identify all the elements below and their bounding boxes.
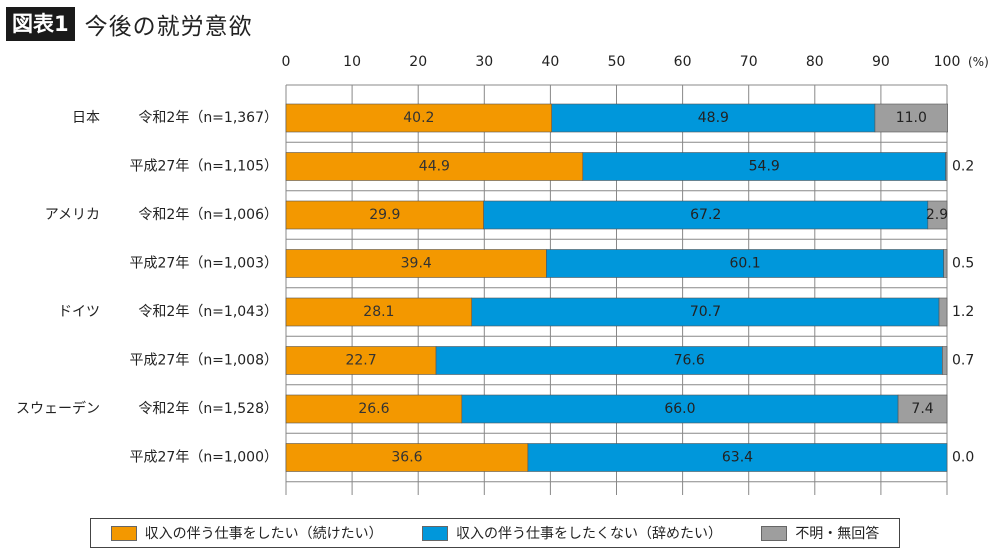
bar-unknown bbox=[927, 200, 948, 230]
legend-label-continue: 収入の伴う仕事をしたい（続けたい） bbox=[144, 526, 383, 542]
bar-unknown bbox=[938, 297, 948, 327]
data-label-continue: 44.9 bbox=[419, 159, 450, 175]
bar-continue bbox=[285, 200, 484, 230]
legend-label-quit: 収入の伴う仕事をしたくない（辞めたい） bbox=[455, 526, 722, 542]
bar-unknown bbox=[942, 346, 948, 375]
data-label-quit: 54.9 bbox=[749, 159, 780, 175]
bar-quit bbox=[582, 152, 946, 181]
bar-quit bbox=[527, 443, 948, 472]
x-tick-label: 0 bbox=[282, 54, 291, 70]
legend-label-unknown: 不明・無回答 bbox=[795, 526, 880, 542]
category-label: 平成27年（n=1,003） bbox=[130, 256, 279, 272]
group-label: アメリカ bbox=[45, 207, 100, 223]
chart-title: 今後の就労意欲 bbox=[84, 14, 253, 40]
data-label-quit: 70.7 bbox=[690, 304, 721, 320]
data-label-unknown: 0.0 bbox=[952, 450, 974, 466]
bar-quit bbox=[471, 297, 940, 327]
data-label-continue: 36.6 bbox=[391, 450, 422, 466]
bar-continue bbox=[285, 152, 584, 181]
x-tick-label: 40 bbox=[541, 54, 559, 70]
group-label: ドイツ bbox=[58, 304, 100, 320]
x-axis-unit: (%) bbox=[968, 55, 989, 69]
category-label: 平成27年（n=1,000） bbox=[130, 450, 279, 466]
x-tick-label: 80 bbox=[806, 54, 824, 70]
legend-swatch-unknown bbox=[761, 525, 788, 541]
group-label: 日本 bbox=[72, 110, 100, 126]
category-label: 平成27年（n=1,105） bbox=[130, 159, 279, 175]
bar-unknown bbox=[874, 103, 948, 133]
data-label-continue: 26.6 bbox=[358, 401, 389, 417]
data-label-continue: 40.2 bbox=[403, 110, 434, 126]
data-label-quit: 66.0 bbox=[664, 401, 695, 417]
x-tick-label: 90 bbox=[872, 54, 890, 70]
figure-tag: 図表1 bbox=[6, 7, 75, 41]
bar-unknown bbox=[943, 249, 948, 278]
legend-swatch-continue bbox=[110, 525, 137, 541]
group-label: スウェーデン bbox=[16, 400, 100, 417]
data-label-quit: 63.4 bbox=[722, 450, 753, 466]
bar-quit bbox=[551, 103, 876, 133]
x-tick-label: 70 bbox=[740, 54, 758, 70]
bar-unknown bbox=[945, 152, 948, 181]
data-label-continue: 22.7 bbox=[345, 353, 376, 369]
data-label-quit: 48.9 bbox=[698, 110, 729, 126]
x-tick-label: 100 bbox=[934, 54, 961, 70]
bar-continue bbox=[285, 249, 547, 278]
data-label-unknown: 7.4 bbox=[911, 401, 933, 417]
data-label-unknown: 11.0 bbox=[896, 110, 927, 126]
bar-continue bbox=[285, 346, 437, 375]
legend-item-continue: 収入の伴う仕事をしたい（続けたい） bbox=[110, 523, 383, 543]
data-label-continue: 29.9 bbox=[369, 207, 400, 223]
legend-item-unknown: 不明・無回答 bbox=[761, 523, 879, 543]
bar-continue bbox=[285, 103, 553, 133]
data-label-unknown: 0.5 bbox=[952, 256, 974, 272]
category-label: 令和2年（n=1,006） bbox=[138, 207, 278, 223]
chart-legend: 収入の伴う仕事をしたい（続けたい） 収入の伴う仕事をしたくない（辞めたい） 不明… bbox=[90, 518, 900, 548]
bar-unknown bbox=[897, 394, 948, 424]
category-label: 平成27年（n=1,008） bbox=[130, 353, 279, 369]
category-label: 令和2年（n=1,367） bbox=[138, 110, 278, 126]
data-label-unknown: 1.2 bbox=[952, 304, 974, 320]
data-label-quit: 67.2 bbox=[690, 207, 721, 223]
data-label-quit: 76.6 bbox=[674, 353, 705, 369]
bar-continue bbox=[285, 443, 529, 472]
data-label-continue: 39.4 bbox=[401, 256, 432, 272]
x-tick-label: 20 bbox=[409, 54, 427, 70]
x-tick-label: 50 bbox=[608, 54, 626, 70]
bar-quit bbox=[461, 394, 899, 424]
bar-chart: 0 10 20 30 40 50 60 70 80 90 100 (%) 40.2 48.9 11.0 令和2… bbox=[16, 54, 989, 495]
legend-swatch-quit bbox=[421, 525, 448, 541]
category-label: 令和2年（n=1,043） bbox=[138, 304, 278, 320]
category-label: 令和2年（n=1,528） bbox=[138, 401, 278, 417]
bar-quit bbox=[483, 200, 929, 230]
legend-item-quit: 収入の伴う仕事をしたくない（辞めたい） bbox=[421, 523, 722, 543]
data-label-quit: 60.1 bbox=[729, 256, 760, 272]
x-tick-label: 10 bbox=[343, 54, 361, 70]
data-label-unknown: 2.9 bbox=[926, 207, 948, 223]
data-label-unknown: 0.2 bbox=[952, 159, 974, 175]
chart-header: 図表1 今後の就労意欲 bbox=[6, 6, 253, 42]
x-tick-label: 60 bbox=[674, 54, 692, 70]
data-label-unknown: 0.7 bbox=[952, 353, 974, 369]
data-label-continue: 28.1 bbox=[363, 304, 394, 320]
x-tick-label: 30 bbox=[475, 54, 493, 70]
